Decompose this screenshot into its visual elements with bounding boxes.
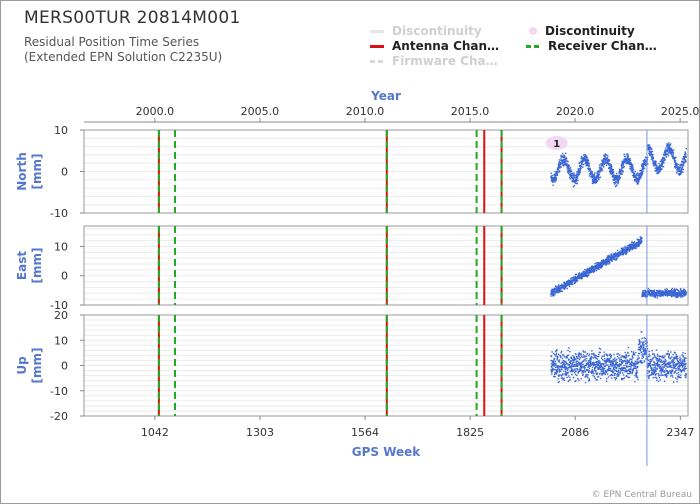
legend-antenna-change[interactable]: Antenna Chan… bbox=[370, 39, 499, 53]
y-tick-label: 0 bbox=[61, 360, 68, 373]
y-axis-label-east: East bbox=[15, 251, 29, 280]
y-axis-label-up: Up bbox=[15, 356, 29, 375]
footer-credit: © EPN Central Bureau bbox=[591, 490, 692, 500]
y-tick-label: -10 bbox=[50, 299, 68, 312]
x-tick-label: 1564 bbox=[351, 426, 379, 439]
y-axis-label-north: North bbox=[15, 152, 29, 190]
subtitle-line-1: Residual Position Time Series bbox=[24, 35, 200, 49]
legend-antenna-label: Antenna Chan… bbox=[392, 39, 500, 53]
year-tick-label: 2010.0 bbox=[346, 105, 385, 118]
legend-firmware-swatch bbox=[370, 59, 384, 63]
x-tick-label: 1042 bbox=[141, 426, 169, 439]
year-tick-label: 2015.0 bbox=[451, 105, 490, 118]
series-up-points bbox=[550, 331, 687, 384]
discontinuity-marker-label: 1 bbox=[553, 139, 560, 150]
y-tick-label: -10 bbox=[50, 385, 68, 398]
series-east-points bbox=[550, 236, 687, 299]
subtitle-line-2: (Extended EPN Solution C2235U) bbox=[24, 50, 223, 64]
year-tick-label: 2005.0 bbox=[241, 105, 280, 118]
y-tick-label: 10 bbox=[54, 124, 68, 137]
legend-receiver-label: Receiver Chan… bbox=[548, 39, 657, 53]
legend-discontinuity-line[interactable]: Discontinuity bbox=[370, 24, 482, 38]
year-tick-label: 2000.0 bbox=[136, 105, 175, 118]
year-axis-title: Year bbox=[370, 89, 401, 103]
legend-receiver-change[interactable]: Receiver Chan… bbox=[526, 39, 657, 53]
legend-receiver-swatch bbox=[526, 44, 540, 48]
legend-discontinuity-marker-swatch bbox=[529, 27, 537, 35]
discontinuity-marker bbox=[545, 136, 568, 150]
y-tick-label: 20 bbox=[54, 309, 68, 322]
year-tick-label: 2020.0 bbox=[556, 105, 595, 118]
x-tick-label: 2086 bbox=[561, 426, 589, 439]
y-tick-label: 10 bbox=[54, 240, 68, 253]
y-axis-unit-up: [mm] bbox=[30, 348, 44, 384]
x-tick-label: 1825 bbox=[456, 426, 484, 439]
y-axis-unit-east: [mm] bbox=[30, 248, 44, 284]
y-tick-label: -10 bbox=[50, 207, 68, 220]
y-axis-unit-north: [mm] bbox=[30, 154, 44, 190]
y-tick-label: -20 bbox=[50, 410, 68, 423]
y-tick-label: 0 bbox=[61, 166, 68, 179]
legend-discontinuity-marker[interactable]: Discontinuity bbox=[526, 24, 635, 38]
legend-discontinuity-line-swatch bbox=[370, 29, 384, 33]
chart-subtitle: Residual Position Time Series (Extended … bbox=[24, 35, 222, 65]
legend-discontinuity-line-label: Discontinuity bbox=[392, 24, 482, 38]
legend-antenna-swatch bbox=[370, 44, 384, 48]
x-tick-label: 1303 bbox=[246, 426, 274, 439]
y-tick-label: 0 bbox=[61, 270, 68, 283]
legend-firmware-change[interactable]: Firmware Cha… bbox=[370, 54, 498, 68]
x-tick-label: 2347 bbox=[666, 426, 694, 439]
legend-discontinuity-marker-label: Discontinuity bbox=[545, 24, 635, 38]
year-tick-label: 2025.0 bbox=[661, 105, 700, 118]
chart-title: MERS00TUR 20814M001 bbox=[24, 8, 241, 28]
series-north-points bbox=[550, 142, 687, 188]
y-tick-label: 10 bbox=[54, 334, 68, 347]
legend-firmware-label: Firmware Cha… bbox=[392, 54, 498, 68]
gps-week-axis-title: GPS Week bbox=[352, 445, 422, 459]
